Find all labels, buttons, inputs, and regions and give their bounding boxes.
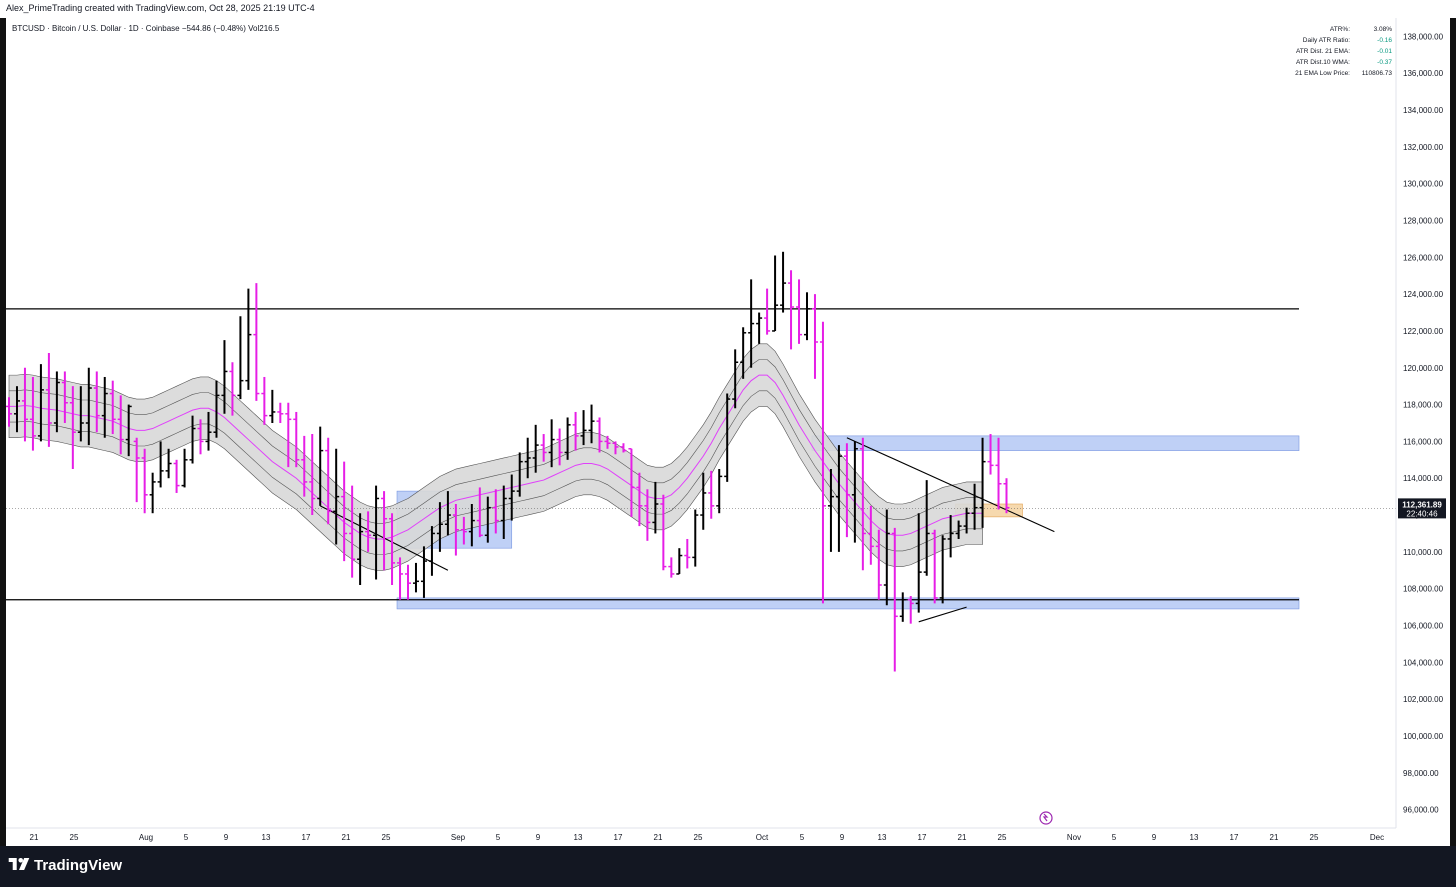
x-tick-label: 13	[574, 833, 583, 842]
x-tick-label: 13	[878, 833, 887, 842]
price-zone	[811, 435, 1300, 451]
indicator-label: ATR%:	[1329, 26, 1350, 33]
y-tick-label: 136,000.00	[1403, 69, 1444, 78]
ema-band-inner-upper	[9, 359, 983, 524]
indicator-value: -0.37	[1377, 59, 1392, 66]
indicator-value: 110806.73	[1361, 70, 1392, 77]
indicator-label: 21 EMA Low Price:	[1295, 70, 1350, 77]
price-label-value: 112,361.89	[1402, 500, 1442, 509]
x-tick-label: Sep	[451, 833, 466, 842]
price-label-countdown: 22:40:46	[1406, 509, 1438, 518]
lightning-icon	[1042, 813, 1049, 822]
x-tick-label: 5	[496, 833, 501, 842]
indicator-row: Daily ATR Ratio: -0.16	[1288, 35, 1392, 46]
y-tick-label: 114,000.00	[1403, 474, 1443, 483]
indicator-value: -0.16	[1377, 37, 1392, 44]
x-tick-label: 9	[1152, 833, 1157, 842]
x-tick-label: 5	[800, 833, 805, 842]
x-tick-label: 17	[1230, 833, 1239, 842]
y-tick-label: 120,000.00	[1403, 364, 1444, 373]
x-tick-label: 25	[70, 833, 79, 842]
symbol-name: BTCUSD · Bitcoin / U.S. Dollar · 1D · Co…	[12, 24, 180, 33]
indicator-row: ATR Dist. 21 EMA: -0.01	[1288, 46, 1392, 57]
indicator-label: ATR Dist. 21 EMA:	[1295, 48, 1350, 55]
x-tick-label: 25	[694, 833, 703, 842]
tradingview-brand[interactable]: TradingView	[8, 857, 122, 874]
x-tick-label: 5	[1112, 833, 1117, 842]
x-tick-label: Dec	[1370, 833, 1384, 842]
x-tick-label: Nov	[1067, 833, 1081, 842]
x-tick-label: 5	[184, 833, 189, 842]
y-tick-label: 124,000.00	[1403, 290, 1444, 299]
y-tick-label: 128,000.00	[1403, 217, 1444, 226]
y-tick-label: 134,000.00	[1403, 106, 1444, 115]
indicator-row: ATR Dist.10 WMA: -0.37	[1288, 57, 1392, 68]
y-tick-label: 130,000.00	[1403, 180, 1444, 189]
trend-line	[918, 606, 967, 623]
y-tick-label: 104,000.00	[1403, 658, 1444, 667]
y-tick-label: 132,000.00	[1403, 143, 1444, 152]
indicator-label: Daily ATR Ratio:	[1302, 37, 1350, 44]
credit-bar: Alex_PrimeTrading created with TradingVi…	[0, 0, 1456, 18]
x-tick-label: 21	[958, 833, 967, 842]
x-tick-label: 21	[1270, 833, 1279, 842]
tradingview-logo-icon	[8, 857, 30, 870]
x-tick-label: 17	[302, 833, 311, 842]
y-tick-label: 98,000.00	[1403, 769, 1439, 778]
x-tick-label: 9	[840, 833, 845, 842]
x-tick-label: 9	[536, 833, 541, 842]
y-tick-label: 116,000.00	[1403, 437, 1443, 446]
event-icon	[1039, 811, 1053, 825]
axis-layer: 96,000.00 98,000.00 100,000.00 102,000.00 10…	[6, 18, 1446, 842]
y-tick-label: 138,000.00	[1403, 32, 1444, 41]
symbol-change: −544.86 (−0.48%)	[181, 24, 246, 33]
indicator-row: 21 EMA Low Price: 110806.73	[1288, 68, 1392, 79]
y-tick-label: 96,000.00	[1403, 806, 1439, 815]
y-tick-label: 100,000.00	[1403, 732, 1444, 741]
footer-bar	[0, 846, 1456, 887]
symbol-info: BTCUSD · Bitcoin / U.S. Dollar · 1D · Co…	[12, 24, 279, 33]
indicator-value: 3.08%	[1373, 26, 1392, 33]
y-tick-label: 106,000.00	[1403, 622, 1444, 631]
lines-layer	[6, 308, 1396, 623]
brand-text: TradingView	[34, 857, 123, 874]
credit-text: Alex_PrimeTrading created with TradingVi…	[6, 3, 315, 13]
x-tick-label: 9	[224, 833, 229, 842]
indicator-value: -0.01	[1377, 48, 1392, 55]
y-tick-label: 108,000.00	[1403, 585, 1444, 594]
indicator-label: ATR Dist.10 WMA:	[1295, 59, 1350, 66]
y-tick-label: 126,000.00	[1403, 253, 1444, 262]
y-tick-label: 110,000.00	[1403, 548, 1443, 557]
x-tick-label: 25	[382, 833, 391, 842]
symbol-volume: Vol216.5	[248, 24, 280, 33]
price-label-box	[1398, 498, 1446, 519]
y-tick-label: 122,000.00	[1403, 327, 1444, 336]
x-tick-label: 25	[1310, 833, 1319, 842]
x-tick-label: 25	[998, 833, 1007, 842]
y-tick-label: 102,000.00	[1403, 695, 1444, 704]
x-tick-label: 21	[342, 833, 351, 842]
x-tick-label: 17	[918, 833, 927, 842]
x-tick-label: 13	[262, 833, 271, 842]
x-tick-label: Aug	[139, 833, 153, 842]
indicator-table: ATR%: 3.08% Daily ATR Ratio: -0.16 ATR Dist.…	[1288, 24, 1392, 79]
x-tick-label: 21	[30, 833, 39, 842]
price-zone	[396, 597, 1300, 610]
x-tick-label: Oct	[756, 833, 769, 842]
x-tick-label: 21	[654, 833, 663, 842]
trend-line	[846, 437, 1055, 533]
x-tick-label: 17	[614, 833, 623, 842]
y-tick-label: 118,000.00	[1403, 401, 1443, 410]
indicator-row: ATR%: 3.08%	[1288, 24, 1392, 35]
bars-layer	[6, 251, 1010, 672]
x-tick-label: 13	[1190, 833, 1199, 842]
